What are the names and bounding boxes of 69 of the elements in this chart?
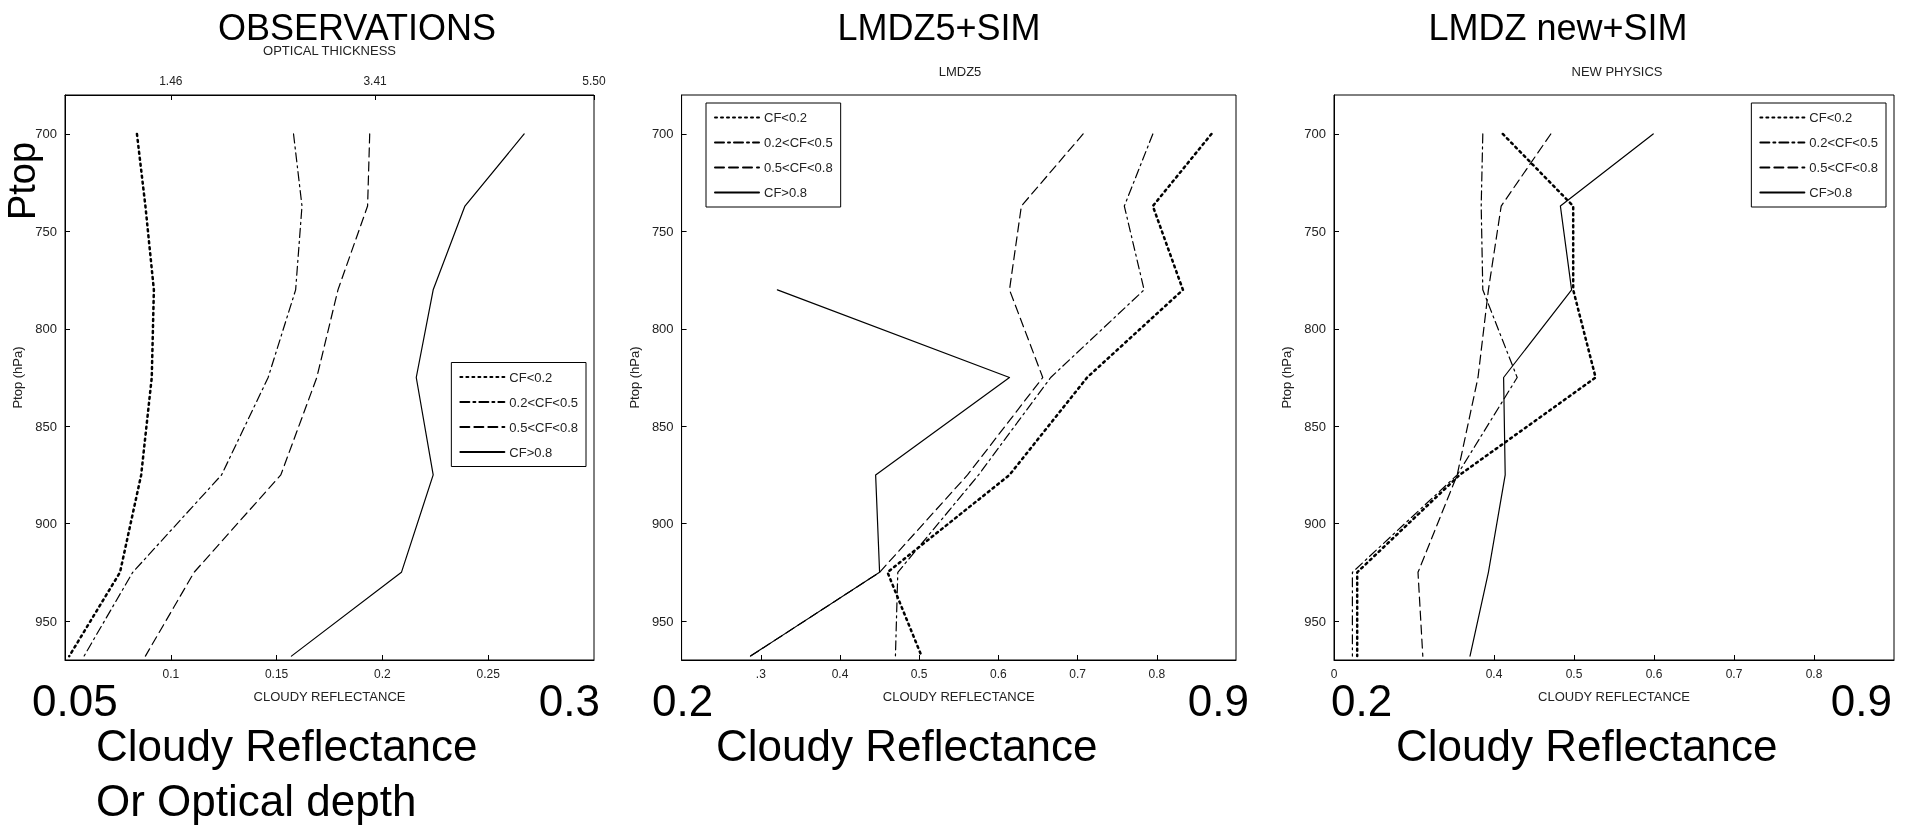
text: 0.9 xyxy=(1830,675,1892,725)
x-tick-label: 0.6 xyxy=(990,667,1008,681)
x-axis-title: CLOUDY REFLECTANCE xyxy=(1538,689,1691,704)
x-tick-label: 0.1 xyxy=(162,667,180,681)
x-tick-label: 0.8 xyxy=(1805,667,1823,681)
x-tick-label: 0.4 xyxy=(831,667,849,681)
y-tick-label: 800 xyxy=(651,321,674,337)
legend-label: 0.2<CF<0.5 xyxy=(509,394,578,410)
y-tick-label: 900 xyxy=(651,516,674,532)
x-tick-label: 0.6 xyxy=(1645,667,1663,681)
chart-subtitle: LMDZ5 xyxy=(938,64,982,79)
line-series xyxy=(144,133,371,657)
legend-label: 0.2<CF<0.5 xyxy=(1809,135,1878,150)
text: Ptop xyxy=(1,141,43,221)
y-tick-label: 700 xyxy=(651,126,674,142)
legend-label: 0.2<CF<0.5 xyxy=(764,135,833,150)
x-axis-title: CLOUDY REFLECTANCE xyxy=(253,689,406,704)
x-tick-label: 0.25 xyxy=(476,667,501,681)
x-tick-label: 0.4 xyxy=(1485,667,1503,681)
x-tick-label: 0.7 xyxy=(1069,667,1087,681)
y-tick-label: 950 xyxy=(651,613,674,629)
legend-label: CF>0.8 xyxy=(764,185,807,200)
y-tick-label: 750 xyxy=(1304,223,1326,239)
y-tick-label: 950 xyxy=(35,613,57,629)
x-tick-label: 0.8 xyxy=(1148,667,1166,681)
x2-tick-label: 5.50 xyxy=(582,74,606,88)
y-tick-label: 800 xyxy=(1304,321,1326,337)
line-series xyxy=(67,132,156,658)
x2-tick-label: 1.46 xyxy=(159,74,183,88)
y-tick-label: 900 xyxy=(35,516,57,532)
y-tick-label: 900 xyxy=(1304,516,1326,532)
legend-label: CF<0.2 xyxy=(764,110,807,125)
legend-label: 0.5<CF<0.8 xyxy=(1809,160,1878,175)
text: 0.3 xyxy=(538,675,600,725)
legend-label: 0.5<CF<0.8 xyxy=(764,160,833,175)
y-tick-label: 750 xyxy=(35,223,57,239)
y-tick-label: 700 xyxy=(35,126,57,142)
y-tick-label: 850 xyxy=(651,418,674,434)
legend-label: CF>0.8 xyxy=(509,444,553,460)
y-tick-label: 950 xyxy=(1304,613,1326,629)
x-tick-label: 0.7 xyxy=(1725,667,1743,681)
y-axis-title: Ptop (hPa) xyxy=(10,346,26,409)
text: Cloudy Reflectance xyxy=(1396,720,1778,770)
x2-axis-title: OPTICAL THICKNESS xyxy=(263,43,397,58)
y-tick-label: 750 xyxy=(651,223,674,239)
y-tick-label: 850 xyxy=(35,418,57,434)
chart-title: LMDZ new+SIM xyxy=(1428,6,1688,48)
x-tick-label: 0.5 xyxy=(1565,667,1583,681)
x-tick-label: .3 xyxy=(755,667,767,681)
x2-tick-label: 3.41 xyxy=(363,74,388,88)
legend-label: 0.5<CF<0.8 xyxy=(509,419,578,435)
legend-label: CF<0.2 xyxy=(509,369,553,385)
line-series xyxy=(83,133,303,657)
text: 0.9 xyxy=(1187,675,1249,725)
x-axis-title: CLOUDY REFLECTANCE xyxy=(882,689,1036,704)
y-tick-label: 800 xyxy=(35,321,57,337)
y-tick-label: 700 xyxy=(1304,126,1326,142)
chart-subtitle: NEW PHYSICS xyxy=(1571,64,1663,79)
x-tick-label: 0.5 xyxy=(910,667,928,681)
y-tick-label: 850 xyxy=(1304,418,1326,434)
legend-label: CF>0.8 xyxy=(1809,185,1853,200)
x-tick-label: 0.15 xyxy=(264,667,289,681)
y-axis-title: Ptop (hPa) xyxy=(1279,346,1295,409)
chart-title: LMDZ5+SIM xyxy=(837,6,1041,48)
legend-label: CF<0.2 xyxy=(1809,110,1853,125)
y-axis-title: Ptop (hPa) xyxy=(627,346,642,409)
text: Cloudy Reflectance xyxy=(716,720,1098,770)
x-tick-label: 0.2 xyxy=(374,667,392,681)
text: Or Optical depth xyxy=(96,775,417,825)
